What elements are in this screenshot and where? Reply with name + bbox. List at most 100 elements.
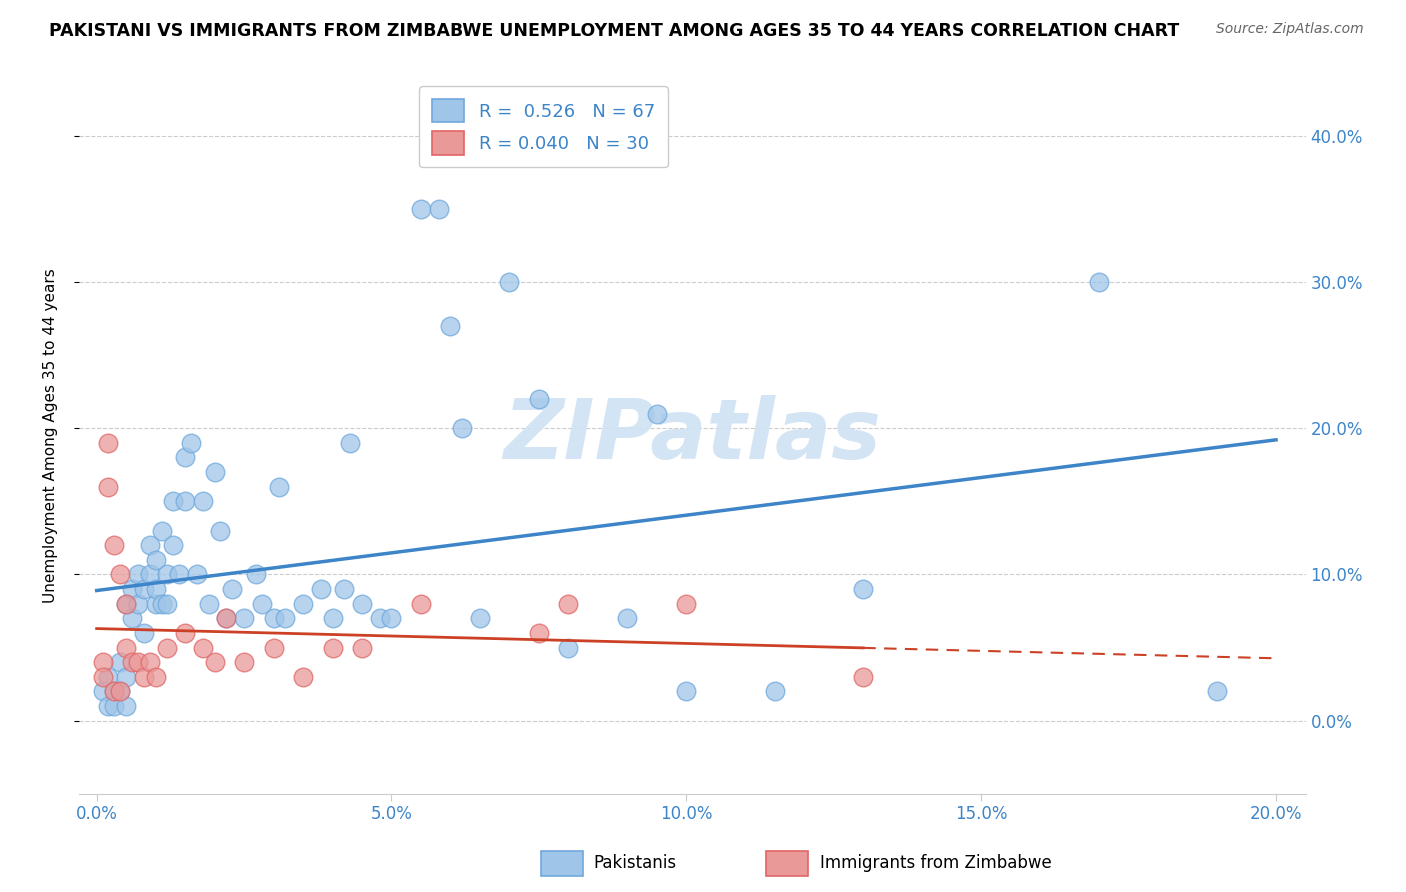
Point <box>274 611 297 625</box>
Point <box>110 684 132 698</box>
Point <box>191 494 214 508</box>
Point <box>162 538 184 552</box>
Point <box>269 480 291 494</box>
FancyBboxPatch shape <box>541 851 583 876</box>
Point <box>557 640 579 655</box>
Point <box>380 611 402 625</box>
Point <box>250 597 273 611</box>
Point <box>322 640 344 655</box>
Point <box>167 567 190 582</box>
Point <box>138 538 160 552</box>
Point <box>115 698 138 713</box>
Y-axis label: Unemployment Among Ages 35 to 44 years: Unemployment Among Ages 35 to 44 years <box>44 268 58 603</box>
Point <box>156 597 179 611</box>
Point <box>156 640 179 655</box>
Text: Pakistanis: Pakistanis <box>593 855 676 872</box>
Point <box>191 640 214 655</box>
Point <box>145 582 167 596</box>
Point <box>322 611 344 625</box>
Point <box>132 582 155 596</box>
Point <box>204 465 226 479</box>
Point <box>138 567 160 582</box>
Point <box>162 494 184 508</box>
Point <box>209 524 232 538</box>
Point <box>675 684 697 698</box>
Point <box>127 567 149 582</box>
Point <box>204 655 226 669</box>
Point <box>350 640 373 655</box>
Point <box>350 597 373 611</box>
Point <box>309 582 332 596</box>
FancyBboxPatch shape <box>766 851 808 876</box>
Point <box>91 655 114 669</box>
Point <box>174 494 197 508</box>
Point <box>121 582 143 596</box>
Point <box>763 684 786 698</box>
Point <box>245 567 267 582</box>
Point <box>121 611 143 625</box>
Point <box>1206 684 1229 698</box>
Point <box>145 597 167 611</box>
Point <box>174 450 197 465</box>
Point <box>439 318 461 333</box>
Point <box>215 611 238 625</box>
Point <box>115 640 138 655</box>
Point <box>263 611 285 625</box>
Point <box>97 670 120 684</box>
Point <box>91 684 114 698</box>
Point <box>115 597 138 611</box>
Text: ZIPatlas: ZIPatlas <box>503 395 882 476</box>
Point <box>115 597 138 611</box>
Point <box>97 480 120 494</box>
Point <box>557 597 579 611</box>
Point <box>186 567 208 582</box>
Point <box>121 655 143 669</box>
Point <box>616 611 638 625</box>
Point <box>852 582 875 596</box>
Point <box>138 655 160 669</box>
Point <box>1088 275 1111 289</box>
Point <box>91 670 114 684</box>
Point <box>221 582 243 596</box>
Point <box>451 421 474 435</box>
Text: Source: ZipAtlas.com: Source: ZipAtlas.com <box>1216 22 1364 37</box>
Point <box>127 597 149 611</box>
Point <box>409 202 432 216</box>
Point <box>156 567 179 582</box>
Legend: R =  0.526   N = 67, R = 0.040   N = 30: R = 0.526 N = 67, R = 0.040 N = 30 <box>419 87 668 167</box>
Point <box>174 626 197 640</box>
Point <box>97 698 120 713</box>
Point <box>409 597 432 611</box>
Point <box>527 392 550 406</box>
Point <box>110 567 132 582</box>
Point <box>103 684 125 698</box>
Point <box>233 655 256 669</box>
Point <box>427 202 450 216</box>
Point <box>103 538 125 552</box>
Point <box>215 611 238 625</box>
Point <box>103 698 125 713</box>
Point <box>333 582 356 596</box>
Point <box>263 640 285 655</box>
Point <box>110 655 132 669</box>
Point <box>292 670 315 684</box>
Point <box>233 611 256 625</box>
Point <box>852 670 875 684</box>
Text: Immigrants from Zimbabwe: Immigrants from Zimbabwe <box>820 855 1052 872</box>
Point <box>110 684 132 698</box>
Point <box>498 275 520 289</box>
Point <box>292 597 315 611</box>
Point <box>527 626 550 640</box>
Point <box>97 435 120 450</box>
Text: PAKISTANI VS IMMIGRANTS FROM ZIMBABWE UNEMPLOYMENT AMONG AGES 35 TO 44 YEARS COR: PAKISTANI VS IMMIGRANTS FROM ZIMBABWE UN… <box>49 22 1180 40</box>
Point <box>180 435 202 450</box>
Point <box>132 670 155 684</box>
Point <box>645 407 668 421</box>
Point <box>115 670 138 684</box>
Point <box>145 553 167 567</box>
Point <box>127 655 149 669</box>
Point <box>368 611 391 625</box>
Point <box>468 611 491 625</box>
Point <box>150 597 173 611</box>
Point <box>145 670 167 684</box>
